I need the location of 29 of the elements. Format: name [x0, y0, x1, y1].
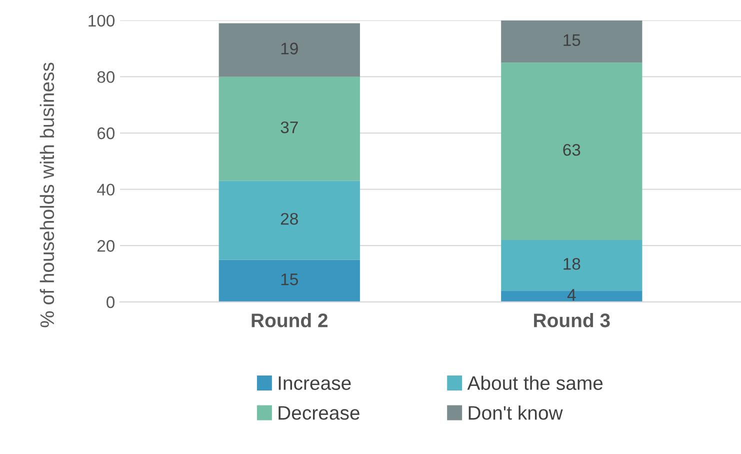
legend-label: About the same [467, 376, 603, 390]
bar [218, 76, 360, 181]
y-tick-label: 60 [97, 127, 115, 140]
y-tick-label: 80 [97, 71, 115, 83]
bar [218, 180, 360, 260]
bar [501, 62, 642, 240]
data-label: 15 [564, 34, 580, 46]
y-tick-label: 20 [97, 240, 115, 252]
bar [218, 260, 360, 302]
data-label: 18 [564, 258, 580, 270]
y-tick-label: 100 [88, 14, 115, 27]
data-label: 28 [280, 212, 298, 225]
data-label: 37 [280, 121, 298, 134]
y-tick-label: 0 [106, 296, 115, 308]
bar [501, 290, 642, 302]
legend-label: Decrease [278, 406, 360, 420]
legend-label: Increase [278, 376, 351, 390]
bar [218, 23, 360, 77]
legend-label: Don't know [468, 406, 563, 420]
y-axis-title: % of households with business [40, 62, 54, 328]
x-tick-label: Round 3 [534, 313, 610, 328]
data-label: 63 [563, 144, 580, 156]
data-label: 15 [281, 274, 298, 286]
bar [501, 20, 642, 63]
x-tick-label: Round 2 [252, 313, 328, 328]
bar [501, 240, 642, 291]
data-label: 19 [281, 42, 298, 54]
data-label: 4 [567, 289, 576, 301]
y-tick-label: 40 [97, 184, 115, 196]
